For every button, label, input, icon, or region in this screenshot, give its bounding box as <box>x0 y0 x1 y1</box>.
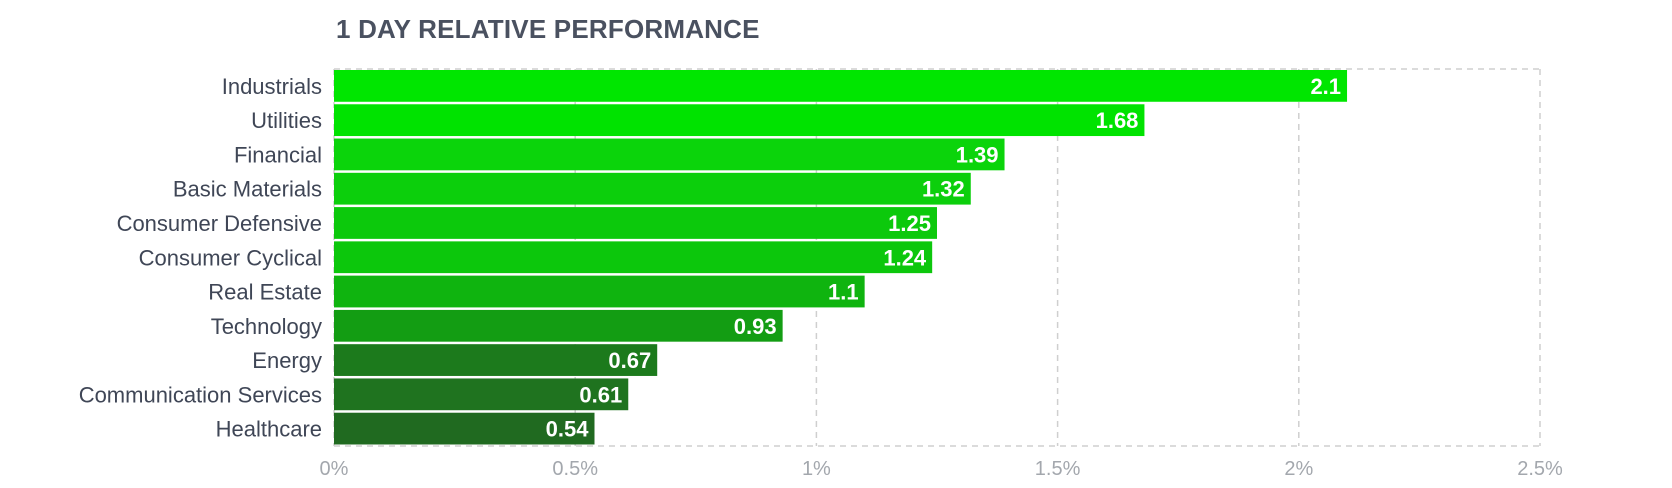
chart-title: 1 DAY RELATIVE PERFORMANCE <box>336 14 760 44</box>
category-label: Utilities <box>251 108 322 133</box>
bars <box>334 70 1348 445</box>
category-label: Communication Services <box>79 382 322 407</box>
bar[interactable] <box>334 309 783 342</box>
value-label: 1.25 <box>888 211 931 236</box>
category-label: Technology <box>211 314 322 339</box>
value-label: 1.68 <box>1096 108 1139 133</box>
bar[interactable] <box>334 138 1005 171</box>
bar[interactable] <box>334 344 658 376</box>
value-label: 1.32 <box>922 177 965 202</box>
category-label: Energy <box>252 348 322 373</box>
x-tick-label: 2.5% <box>1517 458 1563 480</box>
x-tick-label: 2% <box>1284 458 1313 480</box>
bar[interactable] <box>334 172 971 205</box>
category-label: Consumer Defensive <box>117 211 322 236</box>
value-label: 0.54 <box>546 417 590 442</box>
value-label: 1.24 <box>883 245 927 270</box>
category-label: Financial <box>234 142 322 167</box>
value-labels: 2.1 1.68 1.39 1.32 1.25 1.24 1.1 0.93 0.67 0.61 0.… <box>546 74 1341 442</box>
bar[interactable] <box>334 104 1145 137</box>
category-label: Basic Materials <box>173 177 322 202</box>
bar[interactable] <box>334 275 865 308</box>
value-label: 0.93 <box>734 314 777 339</box>
category-labels: Industrials Utilities Financial Basic Mater… <box>79 74 322 442</box>
x-axis-ticks: 0% 0.5% 1% 1.5% 2% 2.5% <box>320 458 1563 480</box>
bar[interactable] <box>334 241 933 274</box>
category-label: Real Estate <box>208 280 322 305</box>
value-label: 0.61 <box>579 382 622 407</box>
x-tick-label: 1% <box>802 458 831 480</box>
bar[interactable] <box>334 70 1348 102</box>
category-label: Consumer Cyclical <box>139 245 322 270</box>
category-label: Industrials <box>222 74 322 99</box>
value-label: 1.39 <box>956 142 999 167</box>
bar[interactable] <box>334 207 937 239</box>
category-label: Healthcare <box>216 417 322 442</box>
x-tick-label: 1.5% <box>1035 458 1081 480</box>
x-tick-label: 0.5% <box>552 458 598 480</box>
x-tick-label: 0% <box>320 458 349 480</box>
bar[interactable] <box>334 378 629 411</box>
value-label: 2.1 <box>1310 74 1341 99</box>
value-label: 1.1 <box>828 280 859 305</box>
bar[interactable] <box>334 412 595 445</box>
value-label: 0.67 <box>608 348 651 373</box>
